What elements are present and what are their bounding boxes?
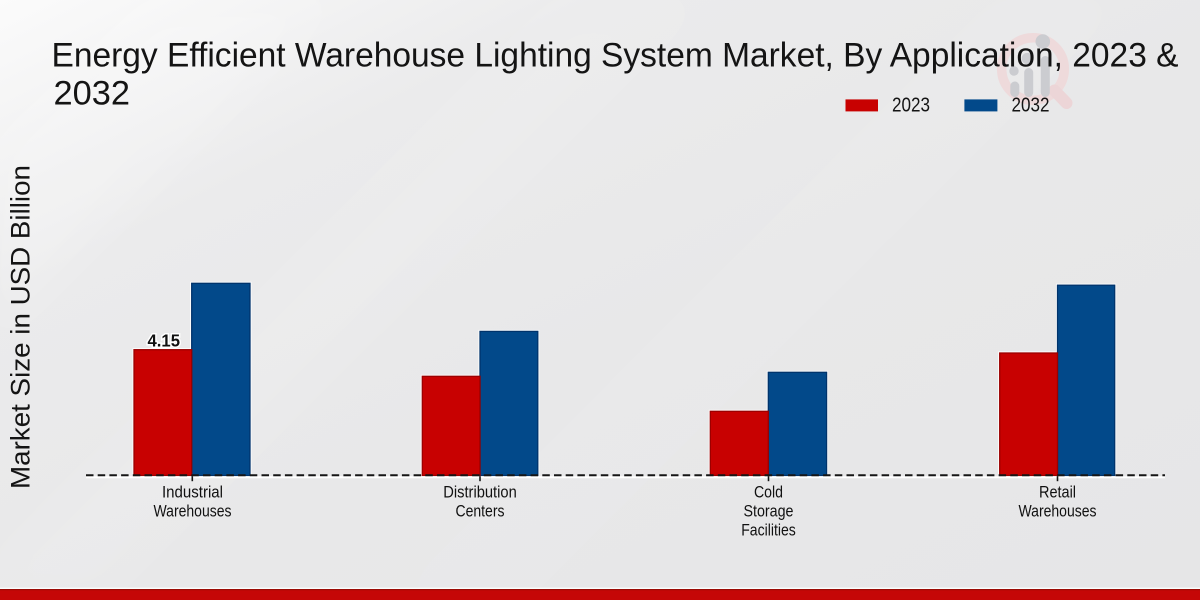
svg-text:Market Size in USD Billion: Market Size in USD Billion: [6, 165, 36, 489]
svg-text:Centers: Centers: [456, 502, 505, 521]
svg-text:Storage: Storage: [744, 502, 794, 521]
svg-text:2032: 2032: [1012, 95, 1050, 117]
svg-text:Cold: Cold: [754, 483, 783, 502]
svg-text:Warehouses: Warehouses: [154, 502, 232, 521]
svg-text:2023: 2023: [892, 95, 930, 117]
svg-text:Energy Efficient Warehouse Lig: Energy Efficient Warehouse Lighting Syst…: [52, 37, 1179, 75]
svg-text:4.15: 4.15: [148, 331, 181, 351]
svg-text:Distribution: Distribution: [443, 483, 517, 502]
svg-text:Retail: Retail: [1039, 483, 1076, 502]
svg-text:Facilities: Facilities: [741, 521, 796, 540]
svg-text:Warehouses: Warehouses: [1019, 502, 1097, 521]
svg-text:Industrial: Industrial: [162, 483, 223, 502]
svg-text:2032: 2032: [54, 75, 131, 113]
